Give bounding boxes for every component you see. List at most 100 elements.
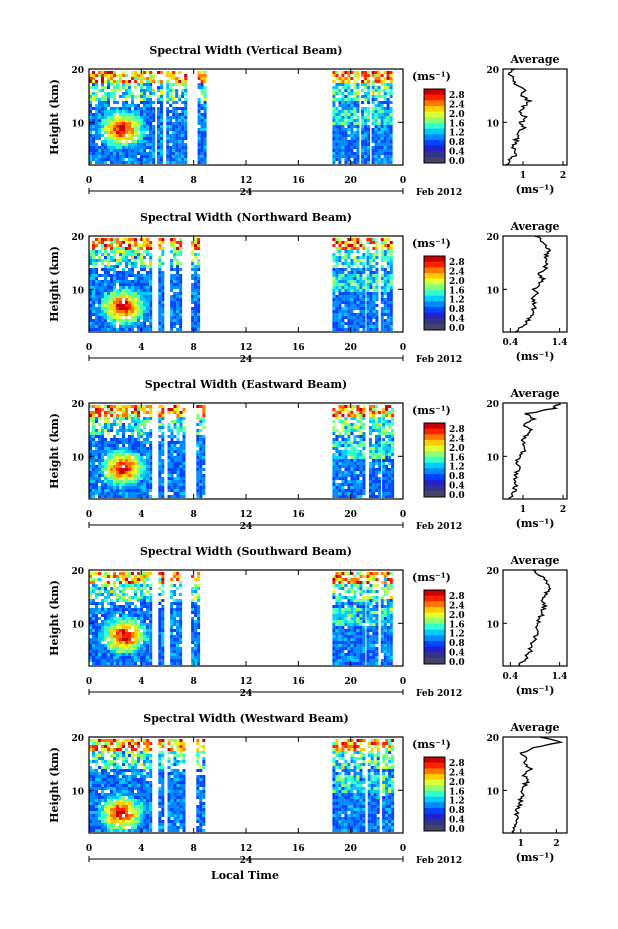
heat-cell	[170, 316, 174, 319]
heat-cell	[116, 659, 119, 662]
heat-cell	[372, 444, 375, 447]
heat-cell	[161, 659, 165, 662]
heat-cell	[92, 295, 95, 298]
heat-cell	[95, 453, 98, 456]
heat-cell	[380, 110, 384, 113]
heat-cell	[128, 274, 131, 277]
heat-cell	[172, 128, 176, 131]
heat-cell	[95, 650, 98, 653]
heat-cell	[122, 644, 125, 647]
heat-cell	[338, 328, 342, 331]
heat-cell	[143, 644, 146, 647]
heat-cell	[89, 638, 92, 641]
heat-cell	[131, 131, 134, 134]
heat-cell	[367, 92, 371, 95]
heat-cell	[110, 444, 113, 447]
heat-cell	[110, 307, 113, 310]
heat-cell	[173, 405, 177, 408]
heat-cell	[122, 441, 125, 444]
heat-cell	[143, 626, 146, 629]
heat-cell	[350, 304, 354, 307]
heat-cell	[367, 107, 371, 110]
heat-cell	[359, 414, 363, 417]
heat-cell	[361, 95, 365, 98]
heat-cell	[347, 161, 351, 164]
heat-cell	[175, 83, 179, 86]
heat-cell	[356, 477, 360, 480]
heat-cell	[101, 456, 104, 459]
heat-cell	[372, 453, 375, 456]
heat-cell	[131, 238, 134, 241]
heat-cell	[137, 125, 140, 128]
heat-cell	[101, 438, 104, 441]
heat-cell	[104, 426, 107, 429]
heat-cell	[92, 572, 95, 575]
heat-cell	[375, 268, 379, 271]
heat-cell	[353, 140, 357, 143]
heat-cell	[110, 632, 113, 635]
heat-cell	[335, 468, 339, 471]
heat-cell	[166, 119, 170, 122]
heat-cell	[196, 432, 200, 435]
heat-cell	[161, 593, 165, 596]
heat-cell	[200, 125, 204, 128]
heat-cell	[388, 477, 392, 480]
heat-cell	[160, 113, 163, 116]
heat-cell	[134, 116, 137, 119]
heat-cell	[89, 659, 92, 662]
heat-cell	[107, 441, 110, 444]
heat-cell	[140, 432, 143, 435]
heat-cell	[353, 137, 357, 140]
heat-cell	[353, 426, 357, 429]
heat-cell	[137, 447, 140, 450]
heat-cell	[149, 80, 152, 83]
heat-cell	[92, 265, 95, 268]
heat-cell	[143, 492, 146, 495]
heat-cell	[338, 101, 342, 104]
heat-cell	[356, 238, 360, 241]
heat-cell	[353, 480, 357, 483]
heat-cell	[203, 131, 207, 134]
heat-cell	[128, 641, 131, 644]
heat-cell	[95, 328, 98, 331]
heat-cell	[197, 77, 201, 80]
heat-cell	[344, 462, 348, 465]
heat-cell	[92, 137, 95, 140]
heat-cell	[131, 426, 134, 429]
heat-cell	[101, 474, 104, 477]
heat-cell	[344, 477, 348, 480]
colorbar-swatch	[424, 479, 445, 486]
heat-cell	[146, 626, 149, 629]
heatmap-cells	[89, 405, 395, 498]
heat-cell	[140, 578, 143, 581]
heat-cell	[104, 113, 107, 116]
heat-cell	[137, 286, 140, 289]
heat-cell	[119, 307, 122, 310]
heat-cell	[344, 259, 348, 262]
heat-cell	[98, 465, 101, 468]
heat-cell	[98, 304, 101, 307]
heat-cell	[344, 247, 348, 250]
heat-cell	[122, 462, 125, 465]
heat-cell	[167, 444, 171, 447]
heat-cell	[146, 310, 149, 313]
heat-cell	[122, 575, 125, 578]
heat-cell	[341, 277, 345, 280]
heat-cell	[375, 244, 379, 247]
heat-cell	[356, 450, 360, 453]
heat-cell	[113, 301, 116, 304]
heat-cell	[122, 593, 125, 596]
heat-cell	[176, 301, 180, 304]
heat-cell	[113, 277, 116, 280]
heat-cell	[385, 492, 389, 495]
heat-cell	[378, 429, 381, 432]
heat-cell	[160, 86, 163, 89]
heat-cell	[116, 158, 119, 161]
heat-cell	[347, 274, 351, 277]
heat-cell	[383, 161, 387, 164]
heat-cell	[146, 468, 149, 471]
heat-cell	[386, 316, 390, 319]
heat-cell	[104, 626, 107, 629]
heat-cell	[335, 155, 339, 158]
heat-cell	[382, 486, 386, 489]
